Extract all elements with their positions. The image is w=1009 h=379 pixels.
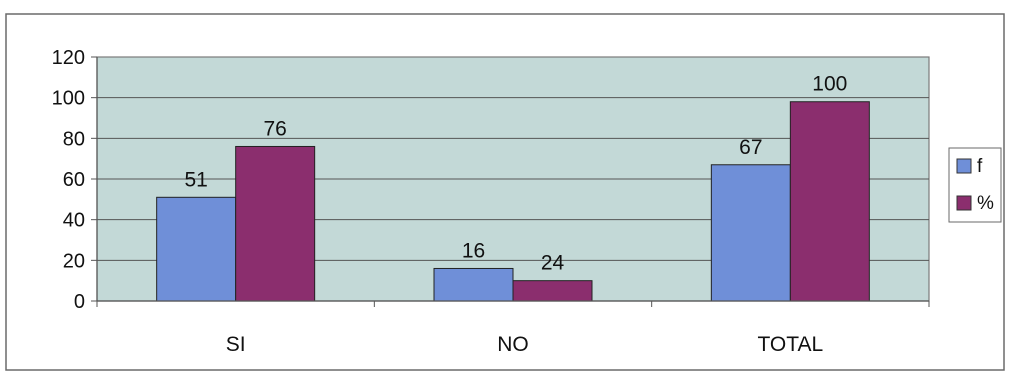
legend-label-percent: % (977, 193, 994, 214)
y-tick-label: 0 (74, 291, 85, 313)
data-label: 67 (739, 136, 762, 159)
y-tick-label: 120 (52, 47, 85, 69)
y-tick-label: 20 (63, 250, 85, 272)
x-axis: SI NO TOTAL (96, 300, 930, 356)
data-label: 76 (263, 117, 286, 140)
bar-f-total (710, 164, 791, 302)
legend-swatch-percent (956, 195, 972, 211)
data-labels: 51 76 16 24 67 100 (184, 73, 847, 275)
bar-percent-no (512, 280, 593, 302)
legend-label-f: f (977, 156, 983, 177)
x-tick-label: SI (226, 333, 246, 356)
y-axis: 0 20 40 60 80 100 120 (52, 47, 98, 313)
x-tick-label: NO (497, 333, 529, 356)
bar-f-no (433, 267, 514, 302)
legend-item-f: f (956, 156, 983, 177)
legend-item-percent: % (956, 193, 994, 214)
data-label: 51 (184, 168, 207, 191)
legend: f % (948, 147, 1002, 223)
bars (156, 101, 870, 302)
bar-percent-si (235, 145, 316, 302)
bar-percent-total (789, 101, 870, 302)
bar-f-si (156, 196, 237, 302)
y-tick-label: 40 (63, 210, 85, 232)
y-tick-label: 80 (63, 128, 85, 150)
data-label: 24 (541, 252, 565, 275)
y-tick-label: 60 (63, 169, 85, 191)
y-tick-label: 100 (52, 88, 85, 110)
x-tick-label: TOTAL (757, 333, 823, 356)
legend-swatch-f (956, 158, 972, 174)
data-label: 100 (812, 73, 847, 96)
data-label: 16 (462, 239, 485, 262)
